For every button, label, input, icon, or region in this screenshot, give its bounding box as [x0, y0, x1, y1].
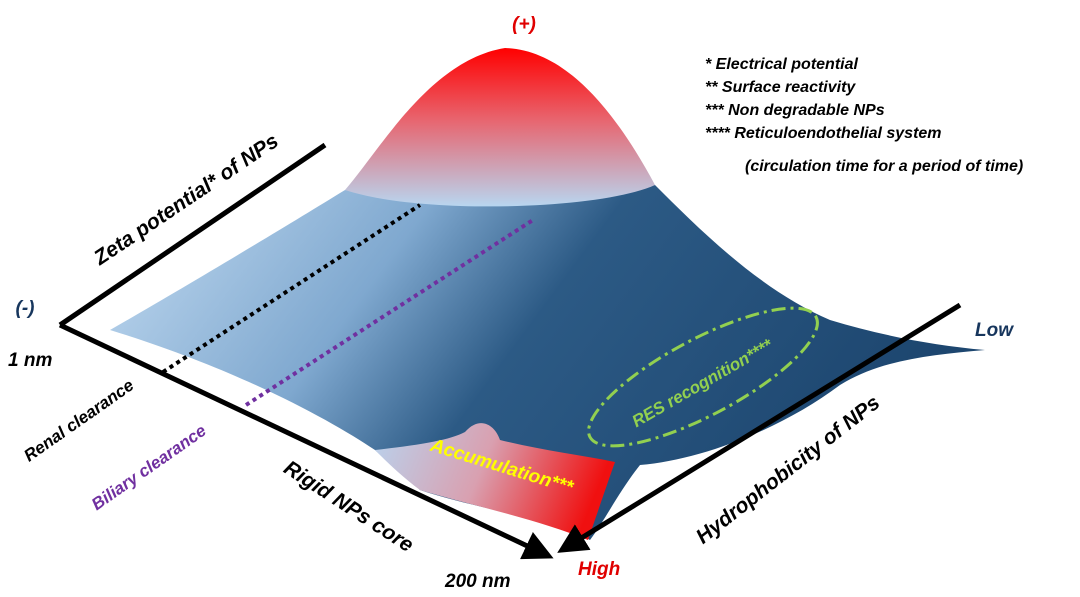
low-label: Low — [975, 320, 1014, 341]
core-label: Rigid NPs core — [280, 456, 418, 557]
biliary-line — [244, 218, 535, 407]
renal-line — [161, 203, 422, 374]
footnote: *** Non degradable NPs — [705, 102, 885, 119]
size-min: 1 nm — [8, 350, 52, 371]
size-axis — [58, 322, 554, 560]
biliary-label: Biliary clearance — [88, 421, 210, 514]
plus-label: (+) — [512, 14, 536, 35]
hydro-axis — [557, 302, 962, 553]
footnote: ** Surface reactivity — [705, 79, 856, 96]
footnote: **** Reticuloendothelial system — [705, 125, 942, 142]
renal-label: Renal clearance — [20, 376, 137, 466]
size-max: 200 nm — [444, 571, 511, 592]
footnote: (circulation time for a period of time) — [745, 158, 1023, 175]
zeta-axis — [58, 142, 327, 328]
surface — [110, 48, 985, 540]
res-ellipse — [587, 306, 819, 448]
minus-label: (-) — [16, 298, 35, 319]
high-label: High — [578, 559, 620, 580]
footnotes: * Electrical potential ** Surface reacti… — [705, 56, 1023, 175]
footnote: * Electrical potential — [705, 56, 858, 73]
